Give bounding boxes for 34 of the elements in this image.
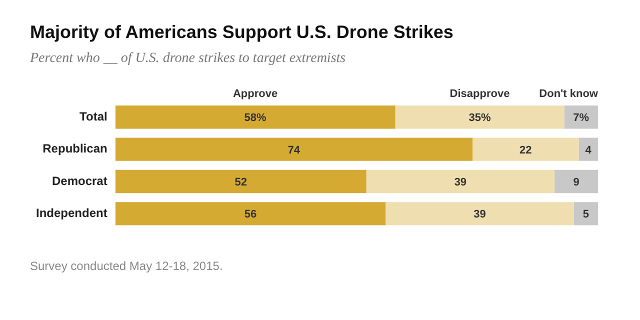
series-label: Disapprove [450, 88, 510, 100]
y-tick-label: Independent [36, 206, 108, 220]
bar [472, 138, 579, 161]
bar [115, 170, 366, 194]
bar [366, 170, 555, 194]
y-tick-label: Total [80, 109, 108, 124]
bar [554, 170, 598, 194]
data-label: 9 [573, 176, 580, 189]
data-label: 39 [454, 176, 467, 189]
chart-title: Majority of Americans Support U.S. Drone Strikes [29, 21, 454, 43]
bar [115, 202, 386, 226]
data-label: 58% [244, 112, 267, 124]
bar [395, 106, 564, 129]
chart-subtitle: Percent who __ of U.S. drone strikes to target extremists [29, 50, 347, 67]
data-label: 4 [585, 144, 592, 156]
data-label: 74 [288, 144, 301, 156]
bar [564, 106, 598, 129]
data-label: 52 [234, 176, 247, 189]
bar [574, 202, 598, 226]
data-label: 22 [519, 144, 532, 156]
data-label: 35% [468, 112, 491, 124]
data-label: 5 [582, 208, 589, 221]
bar [115, 106, 396, 129]
y-tick-label: Republican [42, 142, 108, 156]
bar [115, 138, 473, 161]
text: Survey conducted May 12-18, 2015. [29, 258, 224, 273]
data-label: 39 [474, 208, 486, 221]
bar [578, 138, 598, 161]
data-label: 7% [573, 112, 590, 124]
series-label: Don't know [539, 88, 598, 100]
series-label: Approve [232, 88, 278, 100]
data-label: 56 [244, 208, 257, 221]
y-tick-label: Democrat [52, 174, 108, 188]
bar [386, 202, 574, 226]
